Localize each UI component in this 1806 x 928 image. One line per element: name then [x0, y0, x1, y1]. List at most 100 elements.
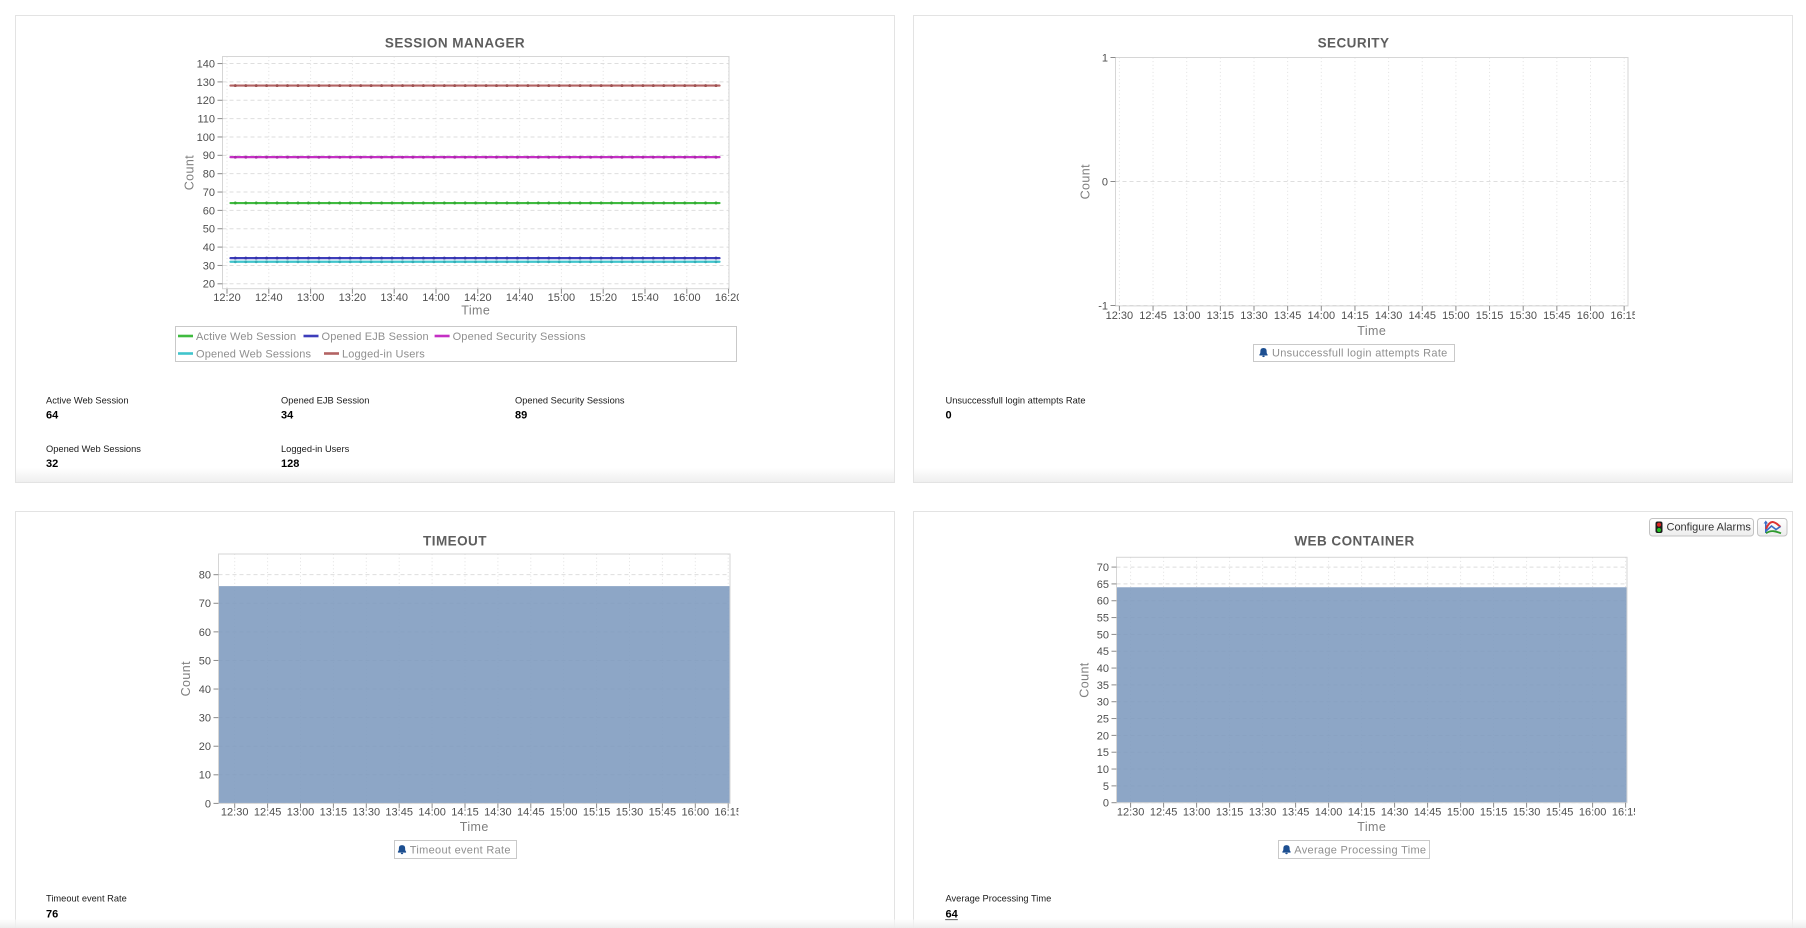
- svg-text:Opened EJB Session: Opened EJB Session: [322, 331, 429, 343]
- svg-text:15:45: 15:45: [1546, 807, 1574, 819]
- svg-text:15:00: 15:00: [1447, 807, 1475, 819]
- svg-text:13:40: 13:40: [380, 292, 408, 304]
- svg-text:25: 25: [1097, 713, 1109, 725]
- svg-text:Time: Time: [1357, 324, 1386, 338]
- svg-text:10: 10: [1097, 764, 1109, 776]
- svg-text:90: 90: [203, 150, 215, 162]
- svg-text:70: 70: [203, 187, 215, 199]
- svg-text:15:40: 15:40: [631, 292, 659, 304]
- svg-text:13:00: 13:00: [1183, 807, 1211, 819]
- svg-text:130: 130: [197, 77, 215, 89]
- svg-text:40: 40: [199, 684, 211, 696]
- svg-text:16:15: 16:15: [714, 807, 742, 819]
- svg-text:15:45: 15:45: [649, 807, 677, 819]
- svg-text:89: 89: [515, 410, 527, 422]
- svg-text:12:40: 12:40: [255, 292, 283, 304]
- svg-text:13:45: 13:45: [1282, 807, 1310, 819]
- svg-text:Count: Count: [1079, 164, 1093, 199]
- svg-text:30: 30: [199, 713, 211, 725]
- svg-text:60: 60: [203, 205, 215, 217]
- svg-text:14:20: 14:20: [464, 292, 492, 304]
- svg-text:15:00: 15:00: [550, 807, 578, 819]
- svg-text:Count: Count: [183, 155, 197, 190]
- svg-text:Opened Security Sessions: Opened Security Sessions: [453, 331, 587, 343]
- svg-text:Count: Count: [179, 661, 193, 696]
- svg-text:12:30: 12:30: [1106, 310, 1134, 322]
- svg-text:70: 70: [199, 598, 211, 610]
- svg-text:16:20: 16:20: [715, 292, 743, 304]
- svg-text:TIMEOUT: TIMEOUT: [423, 534, 487, 549]
- svg-text:Opened Web Sessions: Opened Web Sessions: [46, 444, 141, 454]
- svg-text:32: 32: [46, 458, 58, 470]
- svg-text:SECURITY: SECURITY: [1318, 36, 1390, 51]
- svg-text:15:15: 15:15: [1480, 807, 1508, 819]
- svg-text:76: 76: [46, 909, 58, 921]
- svg-text:128: 128: [281, 458, 299, 470]
- svg-text:16:00: 16:00: [682, 807, 710, 819]
- svg-text:Opened Security Sessions: Opened Security Sessions: [515, 396, 625, 406]
- svg-text:12:45: 12:45: [1139, 310, 1167, 322]
- svg-text:45: 45: [1097, 646, 1109, 658]
- svg-text:80: 80: [203, 169, 215, 181]
- svg-text:20: 20: [203, 279, 215, 291]
- svg-text:0: 0: [205, 798, 211, 810]
- svg-text:Time: Time: [460, 820, 489, 834]
- svg-text:110: 110: [197, 114, 215, 126]
- svg-text:13:45: 13:45: [1274, 310, 1302, 322]
- svg-text:15:20: 15:20: [589, 292, 617, 304]
- svg-text:12:20: 12:20: [213, 292, 241, 304]
- svg-text:64: 64: [46, 410, 59, 422]
- svg-text:0: 0: [1103, 798, 1109, 810]
- svg-text:12:30: 12:30: [1117, 807, 1145, 819]
- svg-text:13:00: 13:00: [287, 807, 315, 819]
- svg-text:15:15: 15:15: [1476, 310, 1504, 322]
- svg-text:80: 80: [199, 570, 211, 582]
- svg-text:14:00: 14:00: [418, 807, 446, 819]
- svg-text:12:45: 12:45: [254, 807, 282, 819]
- svg-text:60: 60: [199, 627, 211, 639]
- svg-text:Logged-in Users: Logged-in Users: [281, 444, 350, 454]
- svg-text:Unsuccessfull login attempts R: Unsuccessfull login attempts Rate: [946, 396, 1086, 406]
- svg-text:14:45: 14:45: [517, 807, 545, 819]
- svg-text:1: 1: [1102, 52, 1108, 64]
- svg-text:40: 40: [1097, 663, 1109, 675]
- svg-text:14:30: 14:30: [1381, 807, 1409, 819]
- svg-text:120: 120: [197, 95, 215, 107]
- svg-text:14:30: 14:30: [484, 807, 512, 819]
- svg-text:55: 55: [1097, 612, 1109, 624]
- svg-text:13:00: 13:00: [297, 292, 325, 304]
- svg-text:14:15: 14:15: [451, 807, 479, 819]
- svg-text:16:15: 16:15: [1610, 310, 1638, 322]
- svg-text:60: 60: [1097, 596, 1109, 608]
- svg-text:0: 0: [1102, 176, 1108, 188]
- svg-text:50: 50: [1097, 629, 1109, 641]
- svg-text:35: 35: [1097, 680, 1109, 692]
- svg-text:SESSION MANAGER: SESSION MANAGER: [385, 36, 525, 51]
- svg-text:10: 10: [199, 770, 211, 782]
- svg-text:Time: Time: [1357, 820, 1386, 834]
- svg-text:13:30: 13:30: [1240, 310, 1268, 322]
- svg-text:70: 70: [1097, 562, 1109, 574]
- svg-text:12:45: 12:45: [1150, 807, 1178, 819]
- svg-text:15:30: 15:30: [1509, 310, 1537, 322]
- svg-text:-1: -1: [1098, 300, 1108, 312]
- svg-text:12:30: 12:30: [221, 807, 249, 819]
- svg-text:Count: Count: [1078, 662, 1092, 697]
- svg-text:0: 0: [946, 410, 952, 422]
- svg-text:14:00: 14:00: [1308, 310, 1336, 322]
- svg-text:16:00: 16:00: [1579, 807, 1607, 819]
- svg-text:13:00: 13:00: [1173, 310, 1201, 322]
- svg-text:140: 140: [197, 58, 215, 70]
- svg-text:13:15: 13:15: [1216, 807, 1244, 819]
- svg-text:Active Web Session: Active Web Session: [46, 396, 129, 406]
- svg-text:16:00: 16:00: [673, 292, 701, 304]
- svg-text:14:45: 14:45: [1408, 310, 1436, 322]
- svg-text:13:15: 13:15: [1207, 310, 1235, 322]
- svg-text:30: 30: [1097, 697, 1109, 709]
- svg-text:16:00: 16:00: [1577, 310, 1605, 322]
- svg-text:14:45: 14:45: [1414, 807, 1442, 819]
- svg-text:14:00: 14:00: [422, 292, 450, 304]
- svg-text:Average Processing Time: Average Processing Time: [1294, 845, 1426, 857]
- svg-text:Timeout event Rate: Timeout event Rate: [46, 894, 127, 904]
- svg-text:15:00: 15:00: [1442, 310, 1470, 322]
